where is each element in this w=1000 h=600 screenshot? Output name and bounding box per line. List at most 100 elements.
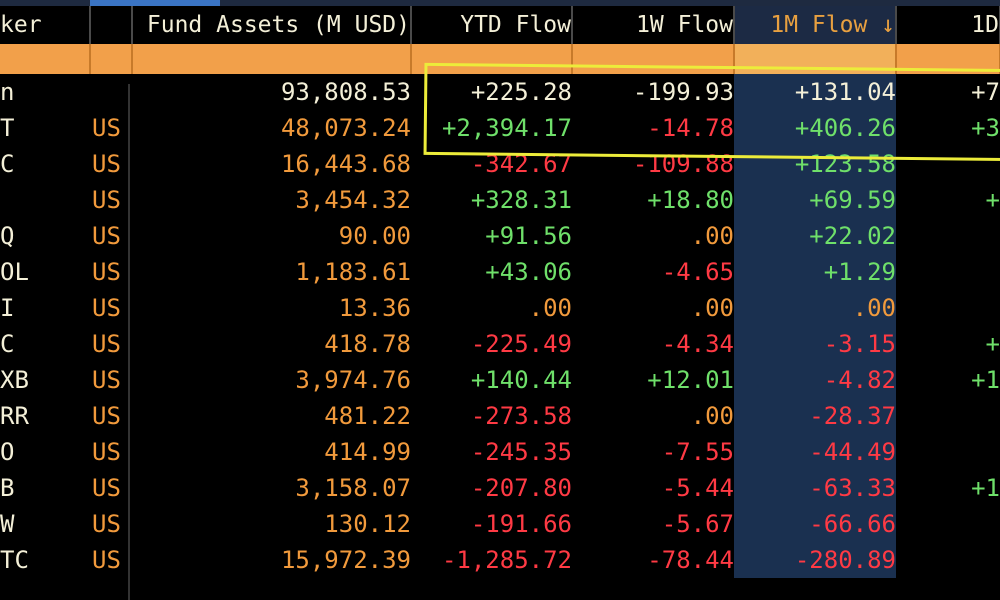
ticker-cell bbox=[0, 182, 90, 218]
ticker-cell: TC bbox=[0, 546, 29, 574]
1m-flow-cell: -66.66 bbox=[734, 506, 896, 542]
total-row[interactable]: n 93,808.53 +225.28 -199.93 +131.04 +7 bbox=[0, 74, 1000, 110]
ticker-cell: B bbox=[0, 474, 15, 502]
ytd-flow-cell: +91.56 bbox=[485, 222, 572, 250]
1d-flow-cell bbox=[896, 506, 1000, 542]
1m-flow-cell: -28.37 bbox=[734, 398, 896, 434]
ytd-flow-cell: +2,394.17 bbox=[441, 114, 572, 142]
1w-flow-cell: -78.44 bbox=[647, 546, 734, 574]
table-row[interactable]: Q US 90.00 +91.56 .00 +22.02 bbox=[0, 218, 1000, 254]
1m-flow-cell: +131.04 bbox=[734, 74, 896, 110]
country-cell: US bbox=[92, 222, 121, 250]
col-header-1d-flow[interactable]: 1D bbox=[896, 6, 1000, 44]
1d-flow-cell bbox=[896, 398, 1000, 434]
1d-flow-cell bbox=[896, 146, 1000, 182]
col-header-1w-flow[interactable]: 1W Flow bbox=[572, 6, 735, 44]
1w-flow-cell: .00 bbox=[690, 294, 734, 322]
table-row[interactable]: W US 130.12 -191.66 -5.67 -66.66 bbox=[0, 506, 1000, 542]
ticker-cell: RR bbox=[0, 402, 29, 430]
ticker-cell: W bbox=[0, 510, 15, 538]
ticker-cell: T bbox=[0, 114, 15, 142]
ytd-flow-cell: -342.67 bbox=[470, 150, 572, 178]
ytd-flow-cell: -225.49 bbox=[470, 330, 572, 358]
1d-flow-cell bbox=[896, 434, 1000, 470]
filter-cell-1w[interactable] bbox=[572, 44, 735, 74]
ticker-cell: n bbox=[0, 78, 15, 106]
1w-flow-cell: -109.88 bbox=[632, 150, 734, 178]
1w-flow-cell: +12.01 bbox=[647, 366, 734, 394]
1d-flow-cell bbox=[896, 218, 1000, 254]
1w-flow-cell: -14.78 bbox=[647, 114, 734, 142]
1d-flow-cell: +1 bbox=[971, 474, 1000, 502]
col-header-1m-flow[interactable]: 1M Flow ↓ bbox=[734, 6, 897, 44]
ticker-cell: O bbox=[0, 438, 15, 466]
fund-assets-cell: 16,443.68 bbox=[280, 150, 411, 178]
fund-assets-cell: 130.12 bbox=[324, 510, 411, 538]
country-cell: US bbox=[92, 546, 121, 574]
table-row[interactable]: OL US 1,183.61 +43.06 -4.65 +1.29 bbox=[0, 254, 1000, 290]
ticker-cell: C bbox=[0, 330, 15, 358]
ytd-flow-cell: +140.44 bbox=[470, 366, 572, 394]
1m-flow-cell: +123.58 bbox=[734, 146, 896, 182]
filter-cell-ytd[interactable] bbox=[411, 44, 573, 74]
col-header-fund-assets[interactable]: Fund Assets (M USD) bbox=[132, 6, 412, 44]
1d-flow-cell: +3 bbox=[971, 114, 1000, 142]
filter-row bbox=[0, 44, 1000, 74]
1d-flow-cell: +1 bbox=[971, 366, 1000, 394]
header-row: ker Fund Assets (M USD) YTD Flow 1W Flow… bbox=[0, 6, 1000, 44]
table-row[interactable]: T US 48,073.24 +2,394.17 -14.78 +406.26 +3 bbox=[0, 110, 1000, 146]
fund-assets-cell: 3,974.76 bbox=[295, 366, 411, 394]
filter-cell-ticker[interactable] bbox=[0, 44, 91, 74]
1m-flow-cell: +69.59 bbox=[734, 182, 896, 218]
col-header-country[interactable] bbox=[90, 6, 133, 44]
col-header-ticker[interactable]: ker bbox=[0, 6, 91, 44]
table-row[interactable]: B US 3,158.07 -207.80 -5.44 -63.33 +1 bbox=[0, 470, 1000, 506]
ytd-flow-cell: +43.06 bbox=[485, 258, 572, 286]
fund-flows-table: ker Fund Assets (M USD) YTD Flow 1W Flow… bbox=[0, 6, 1000, 578]
table-row[interactable]: C US 418.78 -225.49 -4.34 -3.15 + bbox=[0, 326, 1000, 362]
1d-flow-cell: + bbox=[985, 330, 1000, 358]
fund-assets-cell: 3,454.32 bbox=[295, 186, 411, 214]
1m-flow-cell: -3.15 bbox=[734, 326, 896, 362]
country-cell bbox=[90, 74, 132, 110]
col-header-ytd-flow[interactable]: YTD Flow bbox=[411, 6, 573, 44]
table-row[interactable]: US 3,454.32 +328.31 +18.80 +69.59 + bbox=[0, 182, 1000, 218]
column-divider bbox=[128, 84, 130, 600]
filter-cell-country[interactable] bbox=[90, 44, 133, 74]
1m-flow-cell: +22.02 bbox=[734, 218, 896, 254]
ytd-flow-cell: -207.80 bbox=[470, 474, 572, 502]
1m-flow-cell: -4.82 bbox=[734, 362, 896, 398]
1w-flow-cell: .00 bbox=[690, 402, 734, 430]
fund-assets-cell: 1,183.61 bbox=[295, 258, 411, 286]
ticker-cell: XB bbox=[0, 366, 29, 394]
table-row[interactable]: O US 414.99 -245.35 -7.55 -44.49 bbox=[0, 434, 1000, 470]
ytd-flow-cell: -245.35 bbox=[470, 438, 572, 466]
filter-cell-1d[interactable] bbox=[896, 44, 1000, 74]
fund-assets-cell: 13.36 bbox=[338, 294, 411, 322]
1d-flow-cell: + bbox=[985, 186, 1000, 214]
1m-flow-cell: +406.26 bbox=[734, 110, 896, 146]
filter-cell-1m[interactable] bbox=[734, 44, 897, 74]
country-cell: US bbox=[92, 258, 121, 286]
1w-flow-cell: .00 bbox=[690, 222, 734, 250]
table-row[interactable]: XB US 3,974.76 +140.44 +12.01 -4.82 +1 bbox=[0, 362, 1000, 398]
fund-assets-cell: 48,073.24 bbox=[280, 114, 411, 142]
table-row[interactable]: C US 16,443.68 -342.67 -109.88 +123.58 bbox=[0, 146, 1000, 182]
1m-flow-cell: -63.33 bbox=[734, 470, 896, 506]
1w-flow-cell: -5.67 bbox=[661, 510, 734, 538]
1m-flow-cell: .00 bbox=[734, 290, 896, 326]
ticker-cell: OL bbox=[0, 258, 29, 286]
1w-flow-cell: -199.93 bbox=[632, 78, 734, 106]
filter-cell-assets[interactable] bbox=[132, 44, 412, 74]
1w-flow-cell: -4.34 bbox=[661, 330, 734, 358]
table-row[interactable]: RR US 481.22 -273.58 .00 -28.37 bbox=[0, 398, 1000, 434]
country-cell: US bbox=[92, 366, 121, 394]
active-tab-indicator bbox=[90, 0, 220, 6]
table-row[interactable]: TC US 15,972.39 -1,285.72 -78.44 -280.89 bbox=[0, 542, 1000, 578]
1w-flow-cell: +18.80 bbox=[647, 186, 734, 214]
table-row[interactable]: I US 13.36.00.00.00 bbox=[0, 290, 1000, 326]
fund-assets-cell: 90.00 bbox=[338, 222, 411, 250]
ticker-cell: C bbox=[0, 150, 15, 178]
1w-flow-cell: -5.44 bbox=[661, 474, 734, 502]
ytd-flow-cell: .00 bbox=[528, 294, 572, 322]
